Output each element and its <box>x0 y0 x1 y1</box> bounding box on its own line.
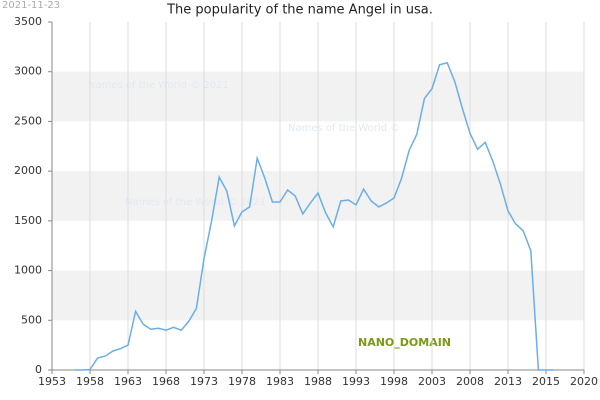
x-tick-label: 1988 <box>304 375 332 388</box>
x-tick-label: 1968 <box>152 375 180 388</box>
watermark: Names of the World © 2021 <box>88 80 229 91</box>
y-tick-label: 1000 <box>14 264 42 277</box>
y-tick-label: 3000 <box>14 65 42 78</box>
y-tick-label: 2000 <box>14 164 42 177</box>
x-tick-label: 1958 <box>76 375 104 388</box>
domain-label: NANO_DOMAIN <box>358 336 451 349</box>
x-tick-label: 2003 <box>418 375 446 388</box>
watermark: Names of the World © 2021 <box>125 197 266 208</box>
x-tick-label: 1998 <box>380 375 408 388</box>
x-tick-label: 2015 <box>532 375 560 388</box>
x-tick-label: 2008 <box>456 375 484 388</box>
y-tick-label: 2500 <box>14 114 42 127</box>
chart-title: The popularity of the name Angel in usa. <box>166 3 433 18</box>
y-tick-label: 3500 <box>14 15 42 28</box>
x-tick-label: 2013 <box>494 375 522 388</box>
y-tick-label: 1500 <box>14 214 42 227</box>
x-tick-label: 2020 <box>570 375 598 388</box>
x-tick-label: 1953 <box>38 375 66 388</box>
x-tick-label: 1993 <box>342 375 370 388</box>
x-tick-label: 1963 <box>114 375 142 388</box>
line-series <box>74 61 554 371</box>
x-tick-label: 1973 <box>190 375 218 388</box>
x-tick-label: 1978 <box>228 375 256 388</box>
y-tick-label: 0 <box>35 363 42 376</box>
x-tick-label: 1983 <box>266 375 294 388</box>
y-tick-label: 500 <box>21 313 42 326</box>
date-stamp: 2021-11-23 <box>2 0 60 11</box>
watermark: Names of the World © <box>288 123 400 134</box>
